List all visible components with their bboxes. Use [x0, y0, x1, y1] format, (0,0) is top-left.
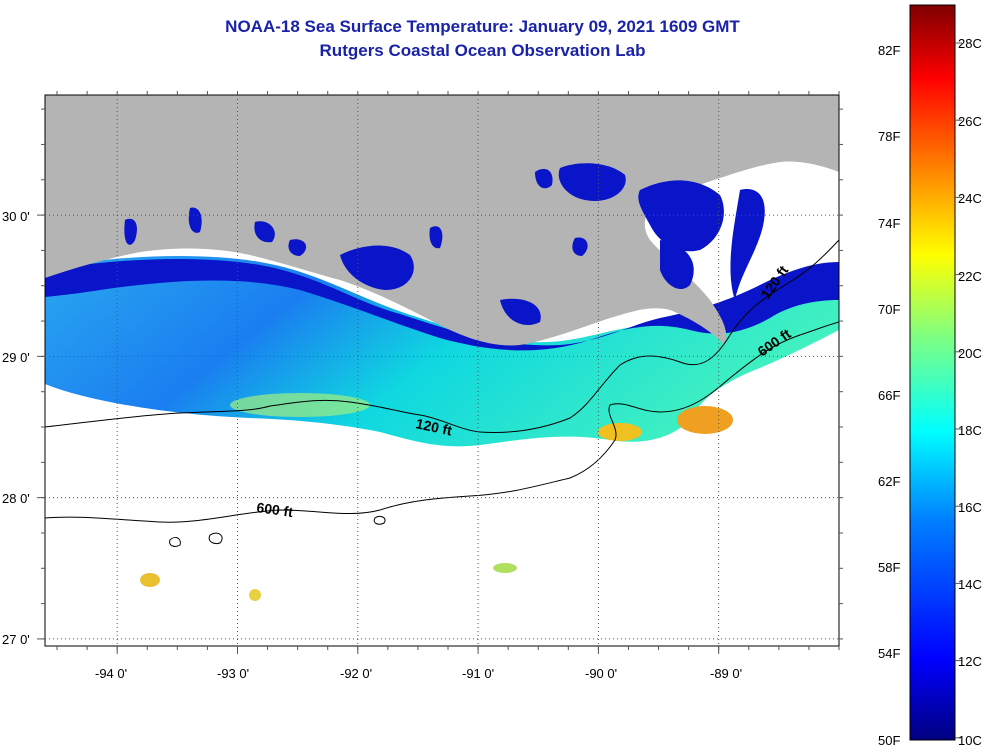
colorbar-ticks	[955, 42, 962, 739]
sst-warm-patch	[493, 563, 517, 573]
colorbar-f-label: 62F	[878, 474, 900, 489]
sst-warm-patch	[230, 393, 370, 417]
lat-label: 28 0'	[2, 491, 30, 506]
sst-coastal-cold-water	[45, 258, 839, 351]
colorbar-f-label: 82F	[878, 43, 900, 58]
colorbar-f-label: 78F	[878, 129, 900, 144]
inland-lake	[188, 207, 202, 233]
inland-lake	[288, 239, 307, 256]
colorbar-c-label: 14C	[958, 577, 982, 592]
inland-lake	[254, 221, 275, 243]
colorbar-c-label: 28C	[958, 36, 982, 51]
colorbar-c-label: 20C	[958, 346, 982, 361]
lat-label: 30 0'	[2, 209, 30, 224]
contour-label-120ft: 120 ft	[414, 415, 453, 438]
colorbar-f-label: 74F	[878, 216, 900, 231]
sst-warm-patch	[140, 573, 160, 587]
contour-120ft	[45, 239, 839, 433]
map-border	[44, 94, 840, 647]
contour-label-600ft: 600 ft	[256, 499, 295, 520]
inland-lake	[429, 226, 443, 249]
map-subtitle: Rutgers Coastal Ocean Observation Lab	[319, 41, 646, 60]
map-title: NOAA-18 Sea Surface Temperature: January…	[225, 17, 740, 36]
colorbar-c-label: 26C	[958, 114, 982, 129]
colorbar-f-label: 66F	[878, 388, 900, 403]
lon-label: -91 0'	[462, 666, 494, 681]
inland-lake	[340, 245, 414, 290]
contour-islet	[169, 515, 386, 547]
graticule	[45, 95, 839, 646]
sst-warm-patch	[598, 423, 642, 441]
colorbar-f-label: 58F	[878, 560, 900, 575]
lon-label: -90 0'	[585, 666, 617, 681]
lon-label: -92 0'	[340, 666, 372, 681]
lat-label: 27 0'	[2, 632, 30, 647]
axis-ticks	[37, 91, 843, 654]
inland-lake	[638, 180, 724, 252]
inland-lake	[660, 240, 694, 290]
colorbar-f-label: 50F	[878, 733, 900, 748]
inland-lake	[558, 163, 626, 201]
inland-lake	[572, 237, 588, 256]
colorbar-c-label: 18C	[958, 423, 982, 438]
inland-lake	[730, 189, 765, 300]
sst-warm-patch	[677, 406, 733, 434]
lon-label: -89 0'	[710, 666, 742, 681]
inland-lake	[124, 218, 137, 245]
colorbar-c-label: 10C	[958, 733, 982, 748]
colorbar-c-label: 12C	[958, 654, 982, 669]
colorbar-c-label: 16C	[958, 500, 982, 515]
inland-lake	[500, 298, 541, 326]
sst-warm-patch	[249, 589, 261, 601]
contour-600ft	[45, 321, 839, 523]
colorbar-f-label: 54F	[878, 646, 900, 661]
colorbar-c-label: 24C	[958, 191, 982, 206]
lat-label: 29 0'	[2, 350, 30, 365]
colorbar-f-label: 70F	[878, 302, 900, 317]
colorbar-c-label: 22C	[958, 269, 982, 284]
inland-lake	[535, 168, 553, 189]
lon-label: -94 0'	[95, 666, 127, 681]
lon-label: -93 0'	[217, 666, 249, 681]
colorbar	[909, 4, 956, 741]
land-mass	[45, 95, 839, 346]
